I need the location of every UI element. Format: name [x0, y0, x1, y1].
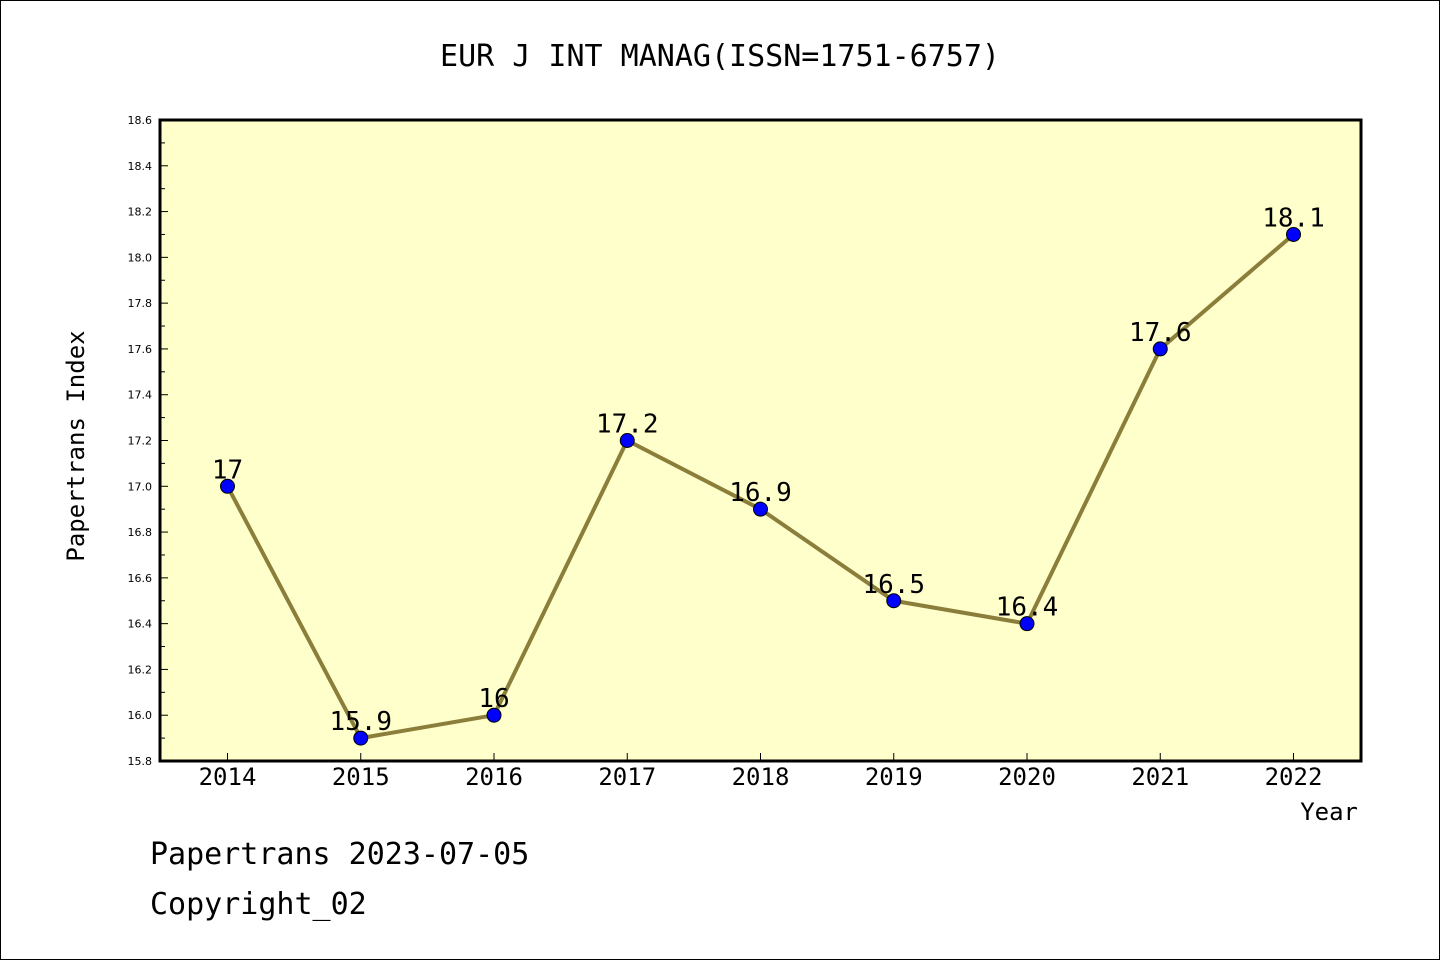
- y-axis: 15.8 16.0 16.2 16.4 16.6 16.8 17.0 17.2 17.4 17.6…: [128, 114, 168, 768]
- data-labels: 17 15.9 16 17.2 16.9 16.5 16.4 17.6 18.1: [212, 203, 1325, 737]
- y-tick-label: 16.4: [128, 618, 153, 631]
- data-label: 16.5: [862, 570, 925, 600]
- data-label: 18.1: [1262, 203, 1325, 233]
- data-point: [1286, 226, 1301, 242]
- footer-date: Papertrans 2023-07-05: [150, 837, 529, 872]
- x-tick-label: 2019: [865, 763, 923, 791]
- data-label: 16.9: [729, 478, 792, 508]
- y-tick-label: 18.0: [128, 251, 153, 264]
- data-point: [753, 501, 768, 517]
- y-tick-label: 15.8: [128, 755, 153, 768]
- y-tick-label: 18.6: [128, 114, 153, 127]
- y-tick-label: 18.2: [128, 206, 153, 219]
- chart-title: EUR J INT MANAG(ISSN=1751-6757): [440, 39, 1000, 74]
- data-points: [220, 226, 1301, 746]
- x-tick-label: 2021: [1131, 763, 1189, 791]
- data-point: [220, 478, 235, 494]
- x-tick-label: 2014: [199, 763, 257, 791]
- x-tick-label: 2016: [465, 763, 523, 791]
- x-tick-label: 2018: [732, 763, 790, 791]
- plot-area: [158, 118, 1363, 763]
- x-tick-label: 2022: [1265, 763, 1323, 791]
- y-tick-label: 17.2: [128, 435, 153, 448]
- y-tick-label: 17.4: [128, 389, 153, 402]
- data-label: 16: [478, 684, 509, 714]
- x-axis: 2014 2015 2016 2017 2018 2019 2020 2021 2022: [199, 753, 1323, 791]
- data-point: [1152, 341, 1168, 357]
- data-point: [1019, 616, 1035, 632]
- data-point: [619, 433, 635, 448]
- x-tick-label: 2020: [998, 763, 1056, 791]
- y-tick-label: 16.2: [128, 663, 153, 676]
- y-tick-label: 17.0: [128, 480, 153, 493]
- y-tick-label: 18.4: [128, 160, 153, 173]
- data-point: [886, 593, 902, 609]
- x-tick-label: 2017: [598, 763, 656, 791]
- y-tick-label: 17.8: [128, 297, 153, 310]
- data-label: 17.6: [1129, 318, 1192, 348]
- y-tick-label: 16.0: [128, 709, 153, 722]
- data-point: [486, 707, 502, 723]
- y-axis-label: Papertrans Index: [62, 330, 90, 561]
- data-label: 17: [212, 455, 243, 485]
- x-tick-label: 2015: [332, 763, 390, 791]
- y-tick-label: 16.8: [128, 526, 153, 539]
- data-point: [353, 730, 369, 746]
- x-axis-label: Year: [1300, 798, 1358, 826]
- footer-copyright: Copyright_02: [150, 887, 367, 922]
- y-tick-label: 16.6: [128, 572, 153, 585]
- y-tick-label: 17.6: [128, 343, 153, 356]
- data-label: 16.4: [996, 593, 1059, 623]
- data-label: 17.2: [596, 410, 659, 440]
- data-label: 15.9: [329, 707, 392, 737]
